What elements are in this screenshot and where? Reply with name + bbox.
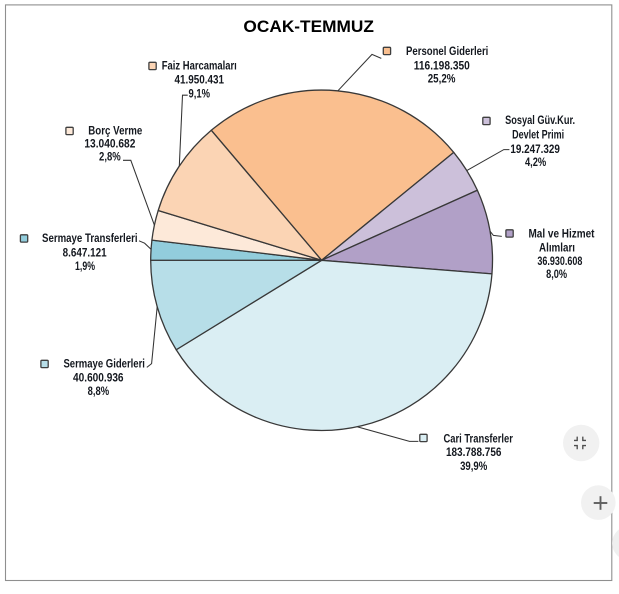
- svg-text:8.647.121: 8.647.121: [63, 247, 107, 260]
- svg-text:Sermaye Giderleri: Sermaye Giderleri: [63, 357, 145, 370]
- svg-text:4,2%: 4,2%: [525, 156, 546, 169]
- svg-text:Cari Transferler: Cari Transferler: [443, 433, 513, 446]
- svg-text:183.788.756: 183.788.756: [446, 446, 502, 459]
- svg-text:39,9%: 39,9%: [460, 460, 487, 473]
- svg-text:2,8%: 2,8%: [99, 151, 121, 164]
- svg-text:116.198.350: 116.198.350: [414, 59, 470, 72]
- svg-text:Sermaye Transferleri: Sermaye Transferleri: [42, 232, 138, 245]
- svg-text:Personel Giderleri: Personel Giderleri: [406, 45, 488, 58]
- svg-text:25,2%: 25,2%: [428, 73, 456, 86]
- svg-text:Sosyal Güv.Kur.: Sosyal Güv.Kur.: [505, 114, 575, 127]
- svg-text:Mal ve Hizmet: Mal ve Hizmet: [529, 227, 595, 240]
- svg-text:Alımları: Alımları: [539, 241, 575, 254]
- svg-text:41.950.431: 41.950.431: [175, 74, 225, 87]
- svg-text:40.600.936: 40.600.936: [73, 371, 124, 384]
- svg-text:Faiz Harcamaları: Faiz Harcamaları: [162, 60, 237, 73]
- svg-text:13.040.682: 13.040.682: [84, 138, 135, 151]
- svg-text:36.930.608: 36.930.608: [537, 255, 582, 268]
- svg-text:Devlet Primi: Devlet Primi: [512, 128, 564, 141]
- svg-text:8,0%: 8,0%: [546, 268, 567, 281]
- svg-text:Borç Verme: Borç Verme: [88, 124, 142, 137]
- svg-text:8,8%: 8,8%: [88, 385, 110, 398]
- svg-text:OCAK-TEMMUZ: OCAK-TEMMUZ: [243, 18, 374, 36]
- svg-text:9,1%: 9,1%: [189, 87, 211, 100]
- svg-text:1,9%: 1,9%: [75, 260, 95, 273]
- svg-text:19.247.329: 19.247.329: [510, 143, 560, 156]
